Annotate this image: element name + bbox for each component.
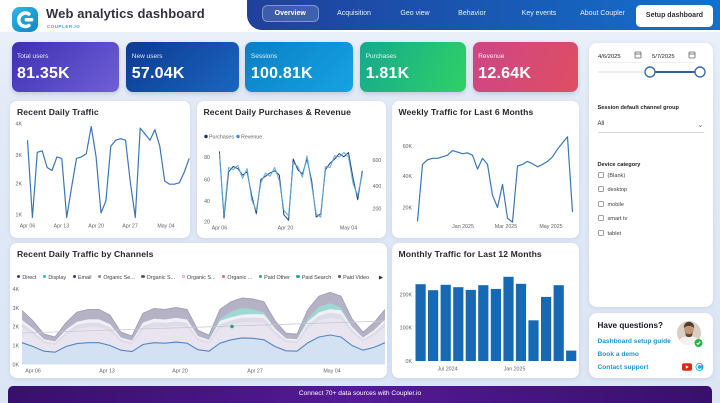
svg-text:Jan 2025: Jan 2025 bbox=[452, 224, 474, 230]
svg-text:60: 60 bbox=[204, 177, 210, 183]
svg-text:Apr 06: Apr 06 bbox=[20, 224, 36, 230]
svg-text:3K: 3K bbox=[16, 153, 23, 159]
svg-text:1K: 1K bbox=[16, 213, 23, 219]
svg-text:80: 80 bbox=[204, 155, 210, 161]
svg-text:Jan 2025: Jan 2025 bbox=[503, 367, 525, 373]
svg-text:May 2025: May 2025 bbox=[539, 224, 562, 230]
svg-text:1K: 1K bbox=[13, 344, 20, 350]
svg-text:Revenue: Revenue bbox=[241, 135, 262, 141]
svg-text:0K: 0K bbox=[405, 359, 412, 365]
svg-text:Purchases: Purchases bbox=[209, 135, 234, 141]
svg-text:600: 600 bbox=[372, 158, 381, 164]
svg-text:May 04: May 04 bbox=[157, 224, 174, 230]
svg-text:20: 20 bbox=[204, 219, 210, 225]
svg-text:Mar 2025: Mar 2025 bbox=[494, 224, 516, 230]
svg-text:Apr 27: Apr 27 bbox=[122, 224, 138, 230]
svg-text:100K: 100K bbox=[399, 326, 412, 332]
svg-text:Apr 27: Apr 27 bbox=[247, 369, 263, 375]
svg-text:Apr 06: Apr 06 bbox=[25, 369, 41, 375]
svg-text:60K: 60K bbox=[402, 144, 412, 150]
svg-text:4K: 4K bbox=[13, 287, 20, 293]
svg-text:Apr 20: Apr 20 bbox=[88, 224, 104, 230]
svg-text:4K: 4K bbox=[16, 122, 23, 128]
svg-text:Jul 2024: Jul 2024 bbox=[437, 367, 457, 373]
svg-text:May 04: May 04 bbox=[323, 369, 340, 375]
svg-text:40: 40 bbox=[204, 199, 210, 205]
svg-text:Apr 06: Apr 06 bbox=[211, 226, 227, 232]
svg-text:May 04: May 04 bbox=[339, 226, 356, 232]
svg-text:2K: 2K bbox=[13, 325, 20, 331]
svg-text:0K: 0K bbox=[13, 363, 20, 369]
svg-text:200: 200 bbox=[372, 206, 381, 212]
svg-text:200K: 200K bbox=[399, 292, 412, 298]
svg-text:Apr 20: Apr 20 bbox=[172, 369, 188, 375]
svg-text:4/6/2025: 4/6/2025 bbox=[598, 54, 621, 60]
svg-text:Apr 13: Apr 13 bbox=[99, 369, 115, 375]
svg-text:20K: 20K bbox=[402, 206, 412, 212]
svg-text:2K: 2K bbox=[16, 182, 23, 188]
svg-text:Apr 20: Apr 20 bbox=[277, 226, 293, 232]
svg-text:400: 400 bbox=[372, 184, 381, 190]
svg-text:5/7/2025: 5/7/2025 bbox=[652, 54, 675, 60]
svg-text:40K: 40K bbox=[402, 174, 412, 180]
svg-text:3K: 3K bbox=[13, 306, 20, 312]
svg-text:Apr 13: Apr 13 bbox=[54, 224, 70, 230]
